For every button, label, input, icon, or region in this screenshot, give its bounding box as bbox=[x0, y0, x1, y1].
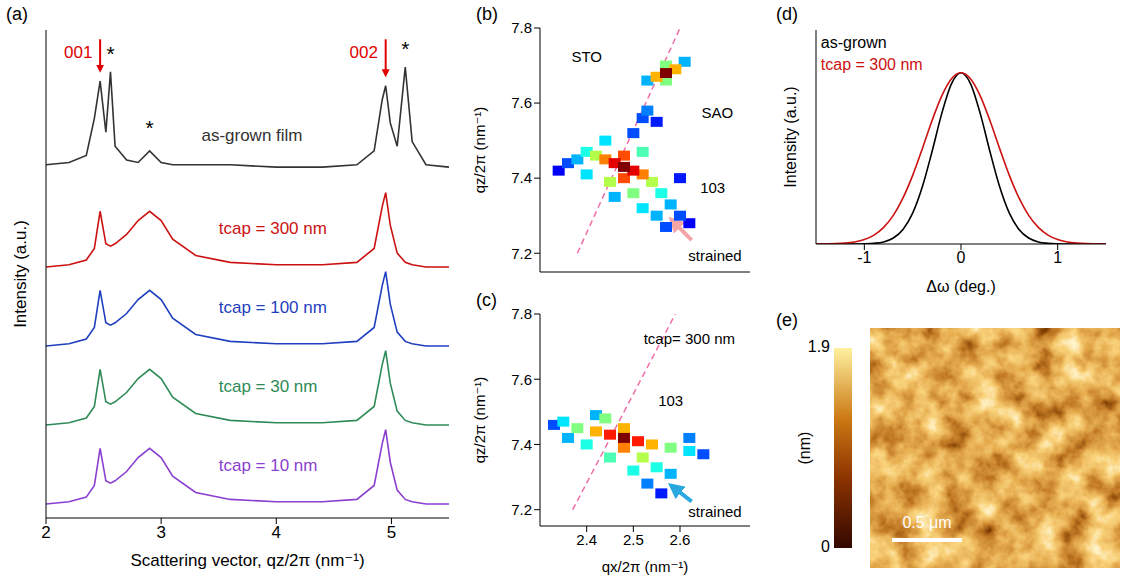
svg-text:7.2: 7.2 bbox=[511, 501, 532, 518]
html-text:(d): (d) bbox=[776, 4, 798, 24]
svg-text:as-grown film: as-grown film bbox=[201, 126, 302, 145]
svg-text:tcap = 100 nm: tcap = 100 nm bbox=[219, 298, 327, 317]
svg-text:STO: STO bbox=[571, 48, 602, 65]
svg-text:tcap = 300 nm: tcap = 300 nm bbox=[219, 219, 327, 238]
svg-text:tcap = 300 nm: tcap = 300 nm bbox=[821, 56, 923, 73]
html-text:(e): (e) bbox=[776, 310, 798, 330]
svg-text:2.6: 2.6 bbox=[670, 531, 691, 548]
svg-text:4: 4 bbox=[272, 523, 281, 542]
svg-text:*: * bbox=[401, 37, 409, 60]
svg-text:103: 103 bbox=[700, 179, 725, 196]
svg-text:2.4: 2.4 bbox=[576, 531, 597, 548]
html-text:(a): (a) bbox=[6, 4, 28, 24]
svg-text:1.9: 1.9 bbox=[808, 338, 830, 355]
svg-text:7.4: 7.4 bbox=[511, 436, 532, 453]
svg-text:SAO: SAO bbox=[701, 104, 733, 121]
svg-text:as-grown: as-grown bbox=[821, 34, 887, 51]
svg-text:qz/2π (nm⁻¹): qz/2π (nm⁻¹) bbox=[472, 377, 488, 464]
svg-text:-1: -1 bbox=[857, 249, 871, 266]
svg-text:Δω (deg.): Δω (deg.) bbox=[926, 278, 995, 295]
svg-text:5: 5 bbox=[387, 523, 396, 542]
svg-text:001: 001 bbox=[64, 43, 92, 62]
svg-text:7.4: 7.4 bbox=[511, 169, 532, 186]
svg-text:7.6: 7.6 bbox=[511, 371, 532, 388]
svg-text:qz/2π (nm⁻¹): qz/2π (nm⁻¹) bbox=[472, 107, 488, 194]
svg-text:7.6: 7.6 bbox=[511, 94, 532, 111]
svg-text:*: * bbox=[106, 42, 114, 65]
svg-text:tcap = 30 nm: tcap = 30 nm bbox=[219, 377, 318, 396]
svg-text:strained: strained bbox=[688, 247, 741, 264]
svg-text:0.5 μm: 0.5 μm bbox=[902, 514, 951, 531]
svg-text:103: 103 bbox=[658, 392, 683, 409]
svg-text:002: 002 bbox=[350, 43, 378, 62]
svg-text:3: 3 bbox=[156, 523, 165, 542]
html-text:(b): (b) bbox=[476, 4, 498, 24]
svg-text:Scattering vector, qz/2π (nm⁻¹: Scattering vector, qz/2π (nm⁻¹) bbox=[130, 551, 364, 570]
svg-text:7.8: 7.8 bbox=[511, 305, 532, 322]
svg-text:Intensity (a.u.): Intensity (a.u.) bbox=[782, 86, 799, 187]
svg-text:2.5: 2.5 bbox=[623, 531, 644, 548]
svg-text:qx/2π (nm⁻¹): qx/2π (nm⁻¹) bbox=[602, 558, 689, 575]
svg-text:7.8: 7.8 bbox=[511, 19, 532, 36]
svg-text:*: * bbox=[146, 116, 154, 139]
svg-text:0: 0 bbox=[957, 249, 966, 266]
svg-text:(nm): (nm) bbox=[796, 432, 813, 465]
svg-text:7.2: 7.2 bbox=[511, 245, 532, 262]
html-text:(c): (c) bbox=[476, 290, 497, 310]
svg-text:1: 1 bbox=[1053, 249, 1062, 266]
svg-text:tcap= 300 nm: tcap= 300 nm bbox=[644, 330, 735, 347]
svg-text:0: 0 bbox=[821, 538, 830, 555]
svg-text:tcap = 10 nm: tcap = 10 nm bbox=[219, 456, 318, 475]
svg-text:2: 2 bbox=[41, 523, 50, 542]
svg-text:strained: strained bbox=[688, 503, 741, 520]
svg-text:Intensity (a.u.): Intensity (a.u.) bbox=[11, 220, 30, 328]
